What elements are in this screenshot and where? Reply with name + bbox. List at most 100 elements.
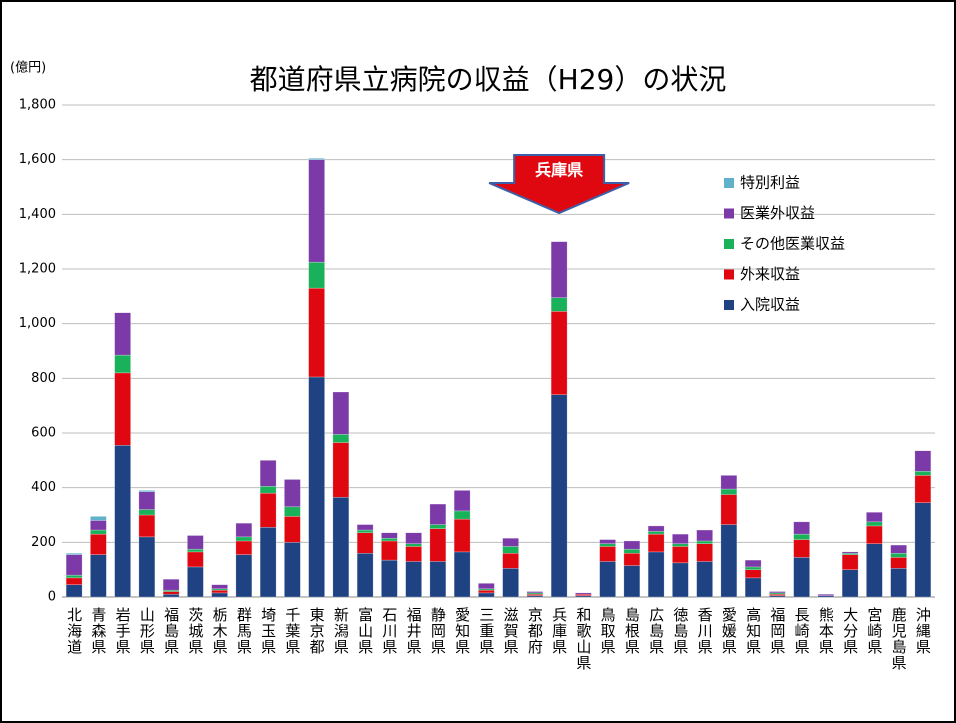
- y-tick-label: 1,400: [19, 207, 56, 222]
- bar-segment: [114, 445, 131, 598]
- bar-segment: [381, 540, 398, 561]
- bar-segment: [647, 533, 665, 553]
- bar-segment: [429, 561, 447, 598]
- bar-segment: [720, 475, 738, 490]
- bar-segment: [841, 551, 859, 554]
- bar-segment: [235, 522, 253, 538]
- bar-segment: [65, 574, 83, 579]
- bar-segment: [502, 537, 519, 547]
- bar-segment: [405, 561, 422, 598]
- x-tick-label: 広島県: [647, 607, 665, 655]
- bar-segment: [744, 569, 762, 579]
- bar-segment: [90, 529, 107, 535]
- bar-segment: [744, 577, 762, 598]
- x-tick-label: 青森県: [89, 607, 107, 655]
- y-axis-label: (億円): [10, 60, 46, 76]
- x-tick-label: 京都府: [526, 607, 544, 655]
- bar-segment: [308, 261, 325, 289]
- x-tick-label: 茨城県: [186, 607, 204, 655]
- bar-segment: [550, 394, 568, 598]
- bar-segment: [453, 551, 471, 598]
- bar-segment: [914, 502, 932, 598]
- bar-segment: [696, 543, 713, 562]
- bar-segment: [599, 543, 616, 547]
- bar-segment: [162, 594, 180, 598]
- x-tick-label: 鹿児島県: [890, 607, 908, 671]
- bar-segment: [114, 354, 131, 374]
- x-tick-label: 鳥取県: [599, 606, 617, 655]
- bar-segment: [672, 533, 689, 544]
- x-tick-label: 島根県: [623, 607, 641, 655]
- bar-segment: [890, 557, 907, 569]
- bar-segment: [599, 546, 616, 562]
- bar-segment: [647, 551, 665, 598]
- bar-segment: [866, 543, 883, 598]
- bar-segment: [114, 312, 131, 356]
- legend-label: 入院収益: [740, 296, 800, 314]
- bar-segment: [841, 554, 859, 570]
- bar-segment: [138, 490, 156, 493]
- bar-segment: [308, 376, 325, 598]
- bar-segment: [502, 568, 519, 598]
- legend-swatch: [724, 208, 734, 219]
- x-tick-label: 愛媛県: [720, 607, 738, 655]
- bar-segment: [526, 591, 544, 594]
- bar-segment: [235, 536, 253, 542]
- bar-segment: [623, 553, 641, 566]
- bar-segment: [550, 297, 568, 312]
- bar-segment: [696, 529, 713, 542]
- bar-segment: [211, 592, 228, 598]
- x-tick-label: 新潟県: [332, 607, 350, 655]
- bar-segment: [453, 490, 471, 512]
- bar-segment: [90, 533, 107, 555]
- bar-segment: [405, 532, 422, 544]
- bar-segment: [284, 516, 301, 543]
- x-tick-label: 宮崎県: [865, 607, 883, 655]
- x-tick-label: 兵庫県: [550, 607, 568, 655]
- bar-segment: [65, 553, 83, 555]
- bar-segment: [841, 569, 859, 598]
- x-tick-label: 徳島県: [671, 607, 689, 655]
- y-tick-label: 1,800: [19, 98, 56, 113]
- bar-segment: [575, 592, 592, 595]
- x-tick-label: 長崎県: [793, 607, 811, 655]
- bar-segment: [187, 548, 204, 553]
- bar-segment: [162, 591, 180, 595]
- y-tick-label: 600: [31, 426, 56, 441]
- bar-segment: [478, 592, 495, 598]
- bar-segment: [647, 525, 665, 532]
- bar-segment: [259, 527, 277, 598]
- y-tick-label: 200: [31, 535, 56, 550]
- x-tick-label: 福岡県: [768, 607, 786, 655]
- bar-segment: [866, 521, 883, 527]
- bar-segment: [914, 475, 932, 503]
- bar-segment: [623, 548, 641, 554]
- y-tick-label: 1,200: [19, 262, 56, 277]
- bar-segment: [356, 529, 374, 534]
- bar-segment: [793, 533, 810, 540]
- bar-segment: [453, 518, 471, 553]
- bar-segment: [259, 492, 277, 528]
- legend-swatch: [724, 300, 734, 310]
- bar-segment: [890, 553, 907, 558]
- y-tick-label: 400: [31, 480, 56, 495]
- bar-segment: [187, 551, 204, 568]
- bar-segment: [114, 372, 131, 446]
- bar-segment: [308, 287, 325, 378]
- bar-segment: [381, 532, 398, 539]
- bar-segment: [599, 561, 616, 598]
- bar-segment: [65, 577, 83, 585]
- x-tick-label: 滋賀県: [502, 607, 520, 655]
- bar-segment: [550, 311, 568, 395]
- bar-segment: [793, 539, 810, 558]
- bar-segment: [356, 553, 374, 598]
- bar-segment: [914, 450, 932, 472]
- bar-segment: [744, 559, 762, 568]
- bar-segment: [90, 554, 107, 598]
- bar-segment: [187, 535, 204, 550]
- bar-segment: [720, 494, 738, 525]
- bar-segment: [623, 540, 641, 550]
- bar-segment: [720, 488, 738, 495]
- bar-segment: [284, 506, 301, 517]
